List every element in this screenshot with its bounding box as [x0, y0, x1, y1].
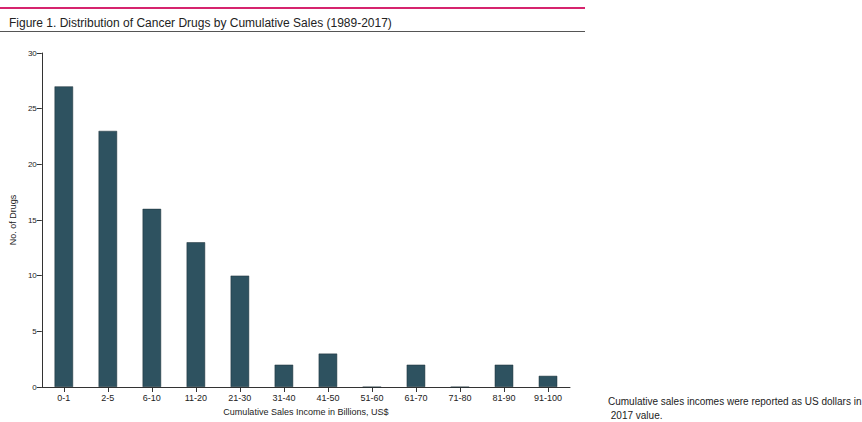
- svg-text:81-90: 81-90: [492, 393, 515, 403]
- svg-text:6-10: 6-10: [143, 393, 161, 403]
- svg-text:51-60: 51-60: [360, 393, 383, 403]
- svg-text:0-1: 0-1: [57, 393, 70, 403]
- svg-text:11-20: 11-20: [185, 393, 207, 403]
- svg-text:71-80: 71-80: [448, 393, 471, 403]
- svg-text:2-5: 2-5: [101, 393, 114, 403]
- svg-text:5: 5: [32, 327, 37, 336]
- svg-text:15: 15: [28, 216, 37, 225]
- svg-text:0: 0: [32, 383, 37, 392]
- svg-text:Cumulative sales incomes were: Cumulative sales incomes were reported a…: [608, 396, 861, 407]
- svg-text:Figure 1. Distribution of Canc: Figure 1. Distribution of Cancer Drugs b…: [9, 16, 392, 30]
- svg-text:61-70: 61-70: [404, 393, 427, 403]
- svg-text:30: 30: [28, 49, 37, 58]
- svg-text:No. of Drugs: No. of Drugs: [8, 194, 18, 245]
- svg-text:10: 10: [28, 271, 37, 280]
- svg-text:Cumulative Sales Income in Bil: Cumulative Sales Income in Billions, US$: [223, 407, 388, 417]
- svg-text:31-40: 31-40: [272, 393, 295, 403]
- svg-text:25: 25: [28, 104, 37, 113]
- svg-text:91-100: 91-100: [534, 393, 562, 403]
- svg-text:21-30: 21-30: [228, 393, 251, 403]
- svg-text:20: 20: [28, 160, 37, 169]
- svg-text:2017 value.: 2017 value.: [608, 410, 663, 421]
- svg-text:41-50: 41-50: [316, 393, 339, 403]
